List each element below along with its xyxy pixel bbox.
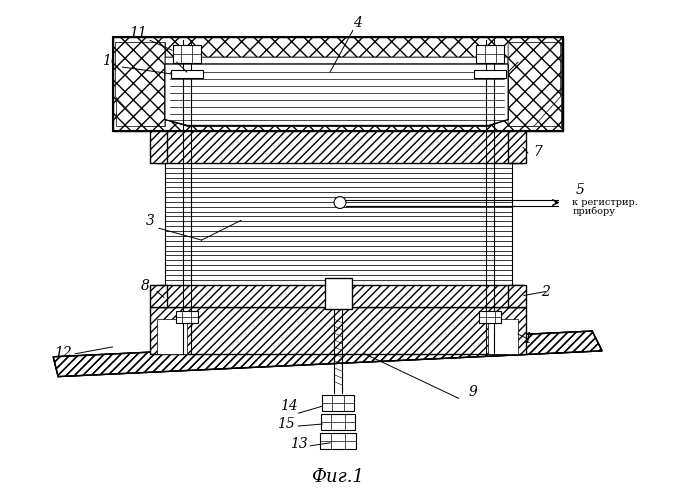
Polygon shape <box>157 132 523 163</box>
Polygon shape <box>321 414 355 430</box>
Polygon shape <box>53 331 602 376</box>
Polygon shape <box>508 42 561 126</box>
Polygon shape <box>165 64 508 126</box>
Text: 6: 6 <box>525 48 533 62</box>
Text: 4: 4 <box>353 16 362 30</box>
Polygon shape <box>150 132 167 163</box>
Polygon shape <box>477 46 504 63</box>
Text: 7: 7 <box>533 145 542 159</box>
Text: 2: 2 <box>541 284 550 298</box>
Polygon shape <box>150 308 526 354</box>
Text: Фиг.1: Фиг.1 <box>311 468 364 486</box>
Polygon shape <box>150 284 167 308</box>
Polygon shape <box>320 433 356 449</box>
Polygon shape <box>171 70 202 78</box>
Polygon shape <box>53 331 602 376</box>
Text: 13: 13 <box>290 437 307 451</box>
Polygon shape <box>508 132 526 163</box>
Polygon shape <box>116 42 165 126</box>
Text: к регистрир.: к регистрир. <box>572 198 638 206</box>
Polygon shape <box>165 57 508 126</box>
Circle shape <box>334 196 346 208</box>
Polygon shape <box>325 278 352 310</box>
Text: 15: 15 <box>277 417 294 431</box>
Polygon shape <box>157 284 523 308</box>
Text: 12: 12 <box>54 346 72 360</box>
Polygon shape <box>475 70 506 78</box>
Text: 3: 3 <box>146 214 154 228</box>
Polygon shape <box>173 46 200 63</box>
Text: 9: 9 <box>468 386 477 400</box>
Text: 1: 1 <box>523 332 532 346</box>
Polygon shape <box>176 312 198 323</box>
Polygon shape <box>112 38 563 132</box>
Text: 5: 5 <box>575 182 584 196</box>
Polygon shape <box>165 64 508 126</box>
Polygon shape <box>322 396 354 411</box>
Polygon shape <box>488 319 518 354</box>
Polygon shape <box>479 312 501 323</box>
Text: 8: 8 <box>160 48 169 62</box>
Text: 10: 10 <box>102 54 119 68</box>
Polygon shape <box>508 284 526 308</box>
Polygon shape <box>508 42 561 126</box>
Text: прибору: прибору <box>572 207 615 216</box>
Text: 8: 8 <box>141 278 150 292</box>
Text: 14: 14 <box>280 399 297 413</box>
Polygon shape <box>116 42 165 126</box>
Polygon shape <box>165 64 188 112</box>
Polygon shape <box>157 319 187 354</box>
Text: 11: 11 <box>129 26 147 40</box>
